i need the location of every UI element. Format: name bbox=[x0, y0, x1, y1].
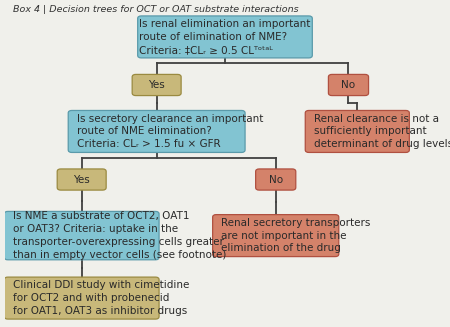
FancyBboxPatch shape bbox=[213, 215, 339, 257]
FancyBboxPatch shape bbox=[305, 111, 410, 152]
Text: Clinical DDI study with cimetidine
for OCT2 and with probenecid
for OAT1, OAT3 a: Clinical DDI study with cimetidine for O… bbox=[13, 280, 189, 316]
Text: No: No bbox=[342, 80, 356, 90]
FancyBboxPatch shape bbox=[138, 16, 312, 58]
Text: No: No bbox=[269, 175, 283, 184]
Text: Renal secretory transporters
are not important in the
elimination of the drug: Renal secretory transporters are not imp… bbox=[221, 218, 371, 253]
Text: Box 4 | Decision trees for OCT or OAT substrate interactions: Box 4 | Decision trees for OCT or OAT su… bbox=[14, 5, 299, 14]
FancyBboxPatch shape bbox=[4, 277, 159, 319]
Text: Is NME a substrate of OCT2, OAT1
or OAT3? Criteria: uptake in the
transporter-ov: Is NME a substrate of OCT2, OAT1 or OAT3… bbox=[13, 211, 226, 260]
FancyBboxPatch shape bbox=[132, 75, 181, 95]
FancyBboxPatch shape bbox=[4, 212, 159, 260]
Text: Yes: Yes bbox=[73, 175, 90, 184]
Text: Renal clearance is not a
sufficiently important
determinant of drug levels: Renal clearance is not a sufficiently im… bbox=[314, 114, 450, 149]
FancyBboxPatch shape bbox=[256, 169, 296, 190]
FancyBboxPatch shape bbox=[57, 169, 106, 190]
FancyBboxPatch shape bbox=[328, 75, 369, 95]
Text: Is renal elimination an important
route of elimination of NME?
Criteria: ‡CLᵣ ≥ : Is renal elimination an important route … bbox=[140, 19, 310, 55]
FancyBboxPatch shape bbox=[68, 111, 245, 152]
Text: Yes: Yes bbox=[148, 80, 165, 90]
Text: Is secretory clearance an important
route of NME elimination?
Criteria: CLᵣ > 1.: Is secretory clearance an important rout… bbox=[77, 114, 263, 149]
